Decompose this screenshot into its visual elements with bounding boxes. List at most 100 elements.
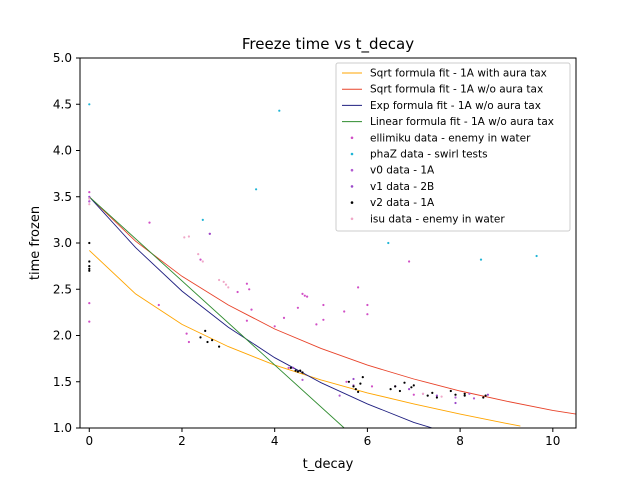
data-point-series-4 (389, 388, 392, 391)
data-point-series-0 (250, 308, 253, 311)
x-tick-label: 2 (178, 434, 186, 448)
x-tick-label: 8 (456, 434, 464, 448)
legend-entry-label: Sqrt formula fit - 1A w/o aura tax (370, 84, 543, 96)
data-point-series-4 (361, 376, 364, 379)
data-point-series-4 (412, 384, 415, 387)
data-point-series-1 (255, 188, 258, 191)
data-point-series-0 (408, 260, 411, 263)
data-point-series-4 (426, 394, 429, 397)
legend-entry-label: ellimiku data - enemy in water (370, 132, 531, 144)
data-point-series-4 (357, 390, 360, 393)
data-point-series-0 (303, 294, 306, 297)
data-point-series-0 (157, 303, 160, 307)
data-point-series-1 (535, 254, 538, 258)
y-tick-label: 4.5 (53, 97, 72, 111)
x-axis: 0 2 4 6 8 10 (85, 428, 560, 448)
data-point-series-5 (187, 235, 190, 238)
data-point-series-0 (315, 323, 318, 326)
data-point-series-0 (187, 340, 190, 344)
data-point-series-2 (454, 396, 457, 399)
chart-title: Freeze time vs t_decay (242, 35, 414, 54)
data-point-series-4 (359, 382, 362, 385)
data-point-series-0 (148, 221, 151, 224)
data-point-series-4 (347, 380, 350, 383)
data-point-series-3 (208, 232, 211, 235)
data-point-series-4 (88, 260, 91, 263)
data-point-series-0 (306, 295, 309, 298)
fit-lines (88, 196, 576, 428)
data-point-series-0 (322, 318, 325, 321)
legend-entry-label: v1 data - 2B (370, 181, 434, 193)
data-point-series-4 (204, 329, 207, 332)
data-point-series-1 (88, 103, 91, 106)
data-point-series-5 (88, 197, 91, 200)
data-point-series-5 (222, 280, 225, 283)
data-point-series-4 (211, 339, 214, 342)
y-axis: 1.0 1.5 2.0 2.5 3.0 3.5 4.0 4.5 5.0 (53, 51, 80, 435)
legend-marker-swatch (350, 201, 354, 204)
legend-marker-swatch (350, 136, 354, 140)
fit-line-1 (88, 196, 576, 415)
data-point-series-4 (394, 385, 397, 388)
data-point-series-4 (352, 385, 355, 388)
data-point-series-3 (486, 393, 489, 396)
data-point-series-0 (370, 385, 374, 388)
legend-entry-label: v0 data - 1A (370, 165, 435, 177)
data-point-series-4 (294, 369, 297, 372)
data-point-series-5 (227, 286, 230, 289)
legend-marker-swatch (350, 217, 354, 221)
data-point-series-0 (248, 288, 251, 291)
data-point-series-4 (403, 381, 406, 384)
data-point-series-0 (366, 313, 369, 316)
data-point-series-0 (245, 282, 248, 285)
data-point-series-4 (199, 336, 202, 339)
scatter-points (88, 103, 538, 405)
data-point-series-0 (88, 302, 91, 305)
data-point-series-0 (88, 191, 91, 194)
data-point-series-4 (398, 389, 401, 393)
x-tick-label: 10 (545, 434, 560, 448)
legend-marker-swatch (350, 152, 354, 156)
data-point-series-0 (345, 380, 348, 383)
fit-line-2 (88, 196, 433, 428)
y-tick-label: 5.0 (53, 51, 72, 65)
fit-line-0 (88, 250, 521, 427)
data-point-series-3 (292, 366, 295, 369)
data-point-series-4 (463, 392, 466, 395)
data-point-series-3 (88, 195, 91, 198)
y-tick-label: 3.5 (53, 190, 72, 204)
data-point-series-3 (352, 377, 355, 381)
data-point-series-4 (354, 388, 357, 391)
y-tick-label: 2.5 (53, 282, 72, 296)
data-point-series-4 (431, 391, 434, 394)
x-tick-label: 4 (271, 434, 279, 448)
data-point-series-5 (88, 203, 91, 206)
legend-box (335, 62, 571, 232)
data-point-series-5 (197, 253, 200, 256)
data-point-series-1 (201, 218, 204, 221)
data-point-series-4 (454, 393, 457, 396)
data-point-series-0 (412, 393, 415, 396)
data-point-series-5 (201, 260, 204, 263)
data-point-series-4 (218, 345, 221, 348)
legend-entry-label: Linear formula fit - 1A w/o aura tax (370, 116, 554, 128)
data-point-series-3 (408, 388, 411, 391)
data-point-series-5 (421, 392, 425, 395)
y-tick-label: 4.0 (53, 144, 72, 158)
data-point-series-1 (479, 258, 483, 261)
data-point-series-0 (343, 310, 346, 313)
x-tick-label: 0 (85, 434, 93, 448)
legend: Sqrt formula fit - 1A with aura tax Sqrt … (335, 62, 571, 232)
fit-line-3 (88, 196, 345, 428)
data-point-series-2 (88, 200, 91, 203)
data-point-series-0 (296, 306, 299, 309)
data-point-series-4 (410, 386, 413, 389)
data-point-series-4 (484, 394, 487, 397)
data-point-series-3 (435, 394, 438, 397)
data-point-series-0 (273, 325, 276, 328)
data-point-series-5 (218, 278, 221, 282)
y-tick-label: 1.5 (53, 375, 72, 389)
data-point-series-1 (387, 241, 390, 245)
data-point-series-4 (289, 366, 292, 369)
data-point-series-4 (206, 340, 209, 344)
